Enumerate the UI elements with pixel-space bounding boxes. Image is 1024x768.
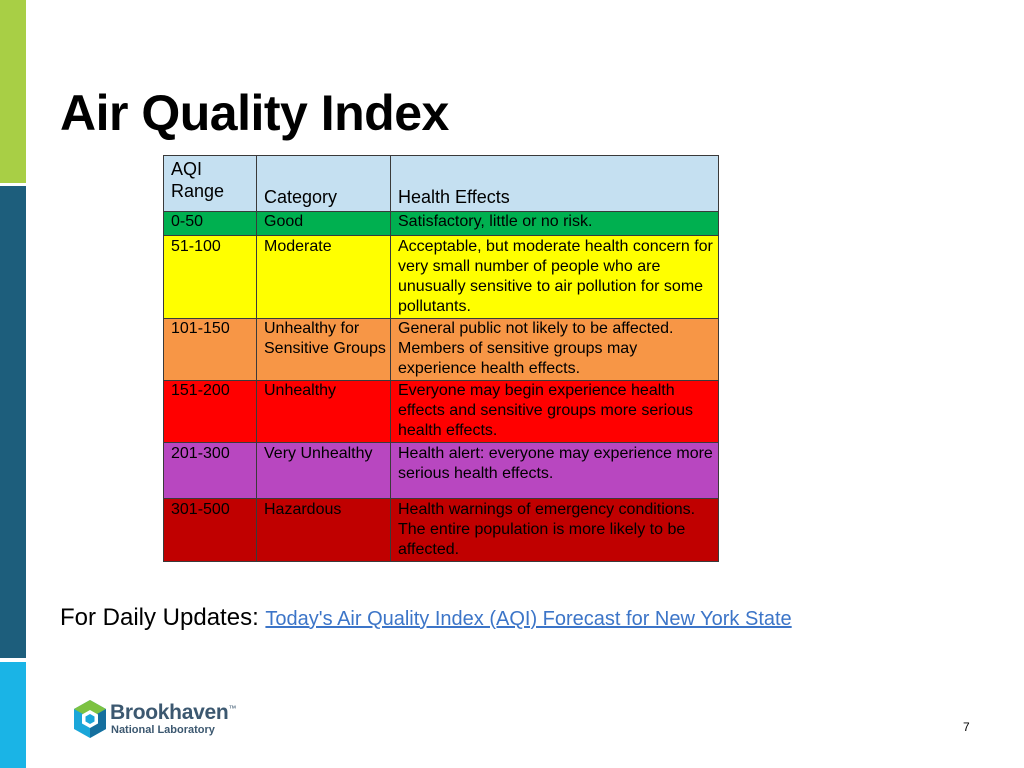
logo-name: Brookhaven™ — [110, 701, 236, 725]
cell-category: Unhealthy — [256, 380, 391, 443]
aqi-table: AQI Range Category Health Effects 0-50 G… — [163, 155, 719, 562]
page-number: 7 — [963, 720, 970, 734]
cell-effects: Satisfactory, little or no risk. — [390, 211, 719, 236]
cell-range: 301-500 — [163, 498, 257, 562]
cell-range: 51-100 — [163, 235, 257, 319]
header-category: Category — [256, 155, 391, 212]
cell-category: Very Unhealthy — [256, 442, 391, 499]
table-row-unhealthy-sensitive: 101-150 Unhealthy for Sensitive Groups G… — [163, 318, 719, 381]
table-row-good: 0-50 Good Satisfactory, little or no ris… — [163, 211, 719, 236]
header-category-label: Category — [264, 187, 338, 207]
daily-updates-label: For Daily Updates: — [60, 604, 259, 631]
header-health-effects: Health Effects — [390, 155, 719, 212]
header-aqi-range-line1: AQI — [171, 159, 203, 179]
cell-range: 201-300 — [163, 442, 257, 499]
cell-range: 101-150 — [163, 318, 257, 381]
sidebar-stripe-teal — [0, 186, 26, 658]
header-health-effects-label: Health Effects — [398, 187, 510, 207]
cell-effects: Everyone may begin experience health eff… — [390, 380, 719, 443]
table-row-moderate: 51-100 Moderate Acceptable, but moderate… — [163, 235, 719, 319]
slide-title: Air Quality Index — [60, 85, 449, 141]
cell-category: Moderate — [256, 235, 391, 319]
header-aqi-range-line2: Range — [171, 181, 225, 201]
cell-category: Hazardous — [256, 498, 391, 562]
table-row-unhealthy: 151-200 Unhealthy Everyone may begin exp… — [163, 380, 719, 443]
cell-range: 0-50 — [163, 211, 257, 236]
aqi-forecast-link[interactable]: Today's Air Quality Index (AQI) Forecast… — [265, 608, 792, 630]
cell-effects: Acceptable, but moderate health concern … — [390, 235, 719, 319]
table-header-row: AQI Range Category Health Effects — [163, 155, 719, 212]
logo-name-text: Brookhaven — [110, 701, 229, 724]
sidebar-stripe-green — [0, 0, 26, 183]
brookhaven-hexagon-icon — [74, 700, 106, 738]
cell-effects: Health alert: everyone may experience mo… — [390, 442, 719, 499]
logo-subtitle: National Laboratory — [111, 724, 215, 736]
header-aqi-range: AQI Range — [163, 155, 257, 212]
cell-category: Good — [256, 211, 391, 236]
daily-updates: For Daily Updates: Today's Air Quality I… — [60, 604, 792, 632]
cell-effects: Health warnings of emergency conditions.… — [390, 498, 719, 562]
sidebar-stripe-cyan — [0, 662, 26, 768]
brookhaven-logo: Brookhaven™ National Laboratory — [72, 699, 242, 743]
cell-effects: General public not likely to be affected… — [390, 318, 719, 381]
logo-trademark: ™ — [228, 704, 237, 713]
table-row-very-unhealthy: 201-300 Very Unhealthy Health alert: eve… — [163, 442, 719, 499]
table-row-hazardous: 301-500 Hazardous Health warnings of eme… — [163, 498, 719, 562]
cell-range: 151-200 — [163, 380, 257, 443]
cell-category: Unhealthy for Sensitive Groups — [256, 318, 391, 381]
